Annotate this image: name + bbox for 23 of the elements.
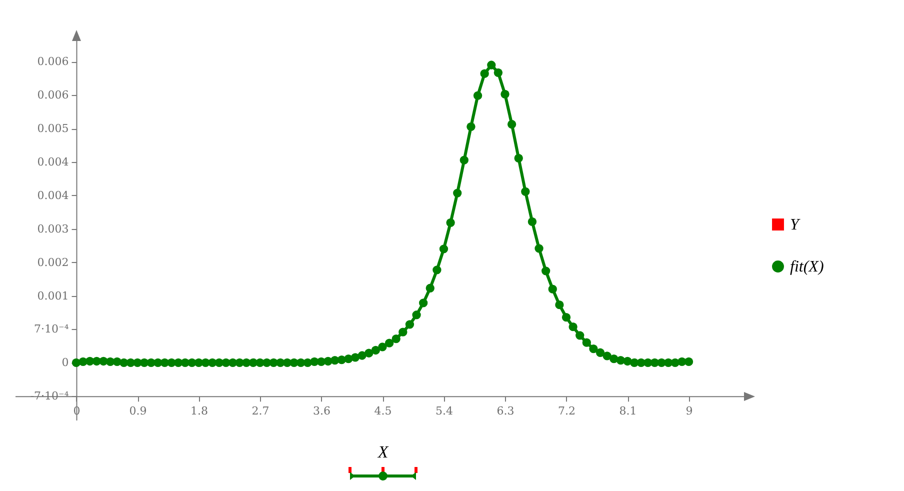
- y-tick-label: 0: [62, 356, 69, 370]
- x-tick-label: 1.8: [190, 404, 208, 418]
- legend-label: fit(X): [790, 258, 824, 276]
- y-tick-label: 7·10⁻⁴: [34, 322, 70, 336]
- x-tick-label: 8.1: [619, 404, 637, 418]
- y-tick-label: 0.001: [37, 289, 69, 302]
- x-tick-label: 9: [686, 404, 693, 418]
- x-tick-label: 6.3: [496, 404, 514, 418]
- y-tick-label: 0.003: [37, 222, 69, 236]
- x-tick-label: 0.9: [129, 404, 147, 418]
- x-tick-label: 2.7: [252, 404, 270, 418]
- y-tick-label: 0.005: [37, 122, 69, 136]
- y-tick-label: 0.004: [37, 188, 69, 202]
- y-tick-label: 0.006: [37, 55, 69, 68]
- x-tick-label: 5.4: [436, 404, 453, 418]
- legend-label: Y: [790, 216, 801, 234]
- x-tick-label: 7.2: [558, 404, 576, 418]
- x-tick-label: 4.5: [374, 404, 392, 418]
- y-tick-label: 0.006: [37, 88, 69, 102]
- y-tick-label: 0.004: [37, 156, 69, 168]
- x-tick-label: 3.6: [313, 404, 330, 418]
- y-tick-label: 0.002: [37, 256, 69, 269]
- x-axis-title: X: [376, 442, 389, 462]
